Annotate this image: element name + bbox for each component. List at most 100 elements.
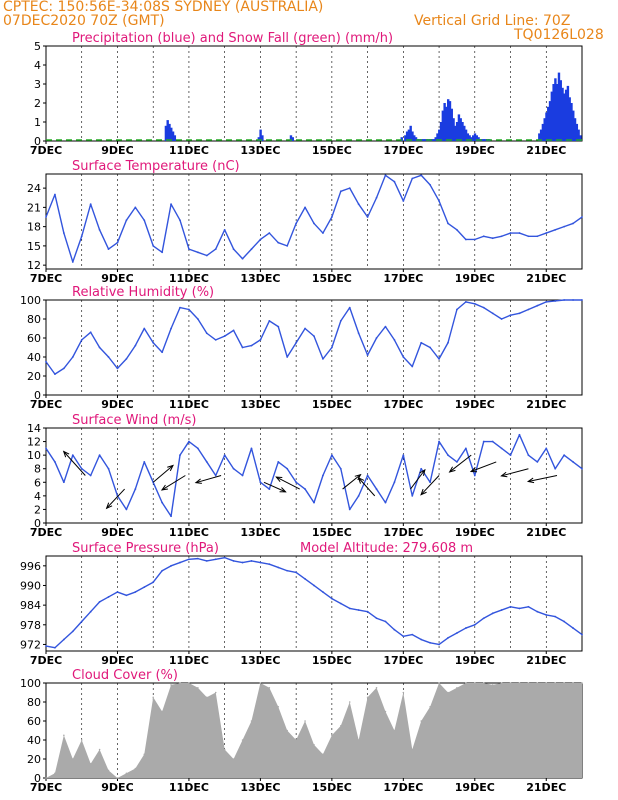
series-point xyxy=(563,454,566,457)
precip-bar xyxy=(463,125,466,141)
x-tick-label: 7DEC xyxy=(30,272,62,285)
x-tick-label: 7DEC xyxy=(30,144,62,157)
series-point xyxy=(250,447,253,450)
series-point xyxy=(313,222,315,225)
precip-bar xyxy=(555,84,559,141)
precip-bar xyxy=(568,97,571,141)
series-point xyxy=(196,318,199,320)
panel-6: 0 20 40 60 80 100 7DEC 9DEC 11DEC 13DEC 15DEC 17DEC… xyxy=(20,668,583,794)
cloud-point xyxy=(152,696,154,699)
series-point xyxy=(268,320,271,322)
precip-bar xyxy=(473,133,477,141)
x-tick-label: 11DEC xyxy=(169,272,209,285)
series-point xyxy=(62,367,65,370)
series-point xyxy=(572,627,574,629)
series-point xyxy=(223,335,226,337)
series-point xyxy=(134,206,137,209)
cloud-point xyxy=(295,739,297,741)
header: CPTEC: 150:56E-34:08S SYDNEY (AUSTRALIA)… xyxy=(0,0,618,46)
series-point xyxy=(286,356,289,358)
series-point xyxy=(393,180,396,183)
panel-title: Surface Wind (m/s) xyxy=(72,413,196,428)
cloud-point xyxy=(411,748,414,751)
cloud-point xyxy=(206,696,208,699)
x-tick-label: 17DEC xyxy=(383,781,423,794)
x-tick-label: 15DEC xyxy=(312,526,352,539)
cloud-point xyxy=(527,682,530,684)
x-tick-label: 9DEC xyxy=(101,272,133,285)
series-point xyxy=(420,174,423,177)
cloud-point xyxy=(170,684,172,686)
series-point xyxy=(277,241,280,244)
y-tick-label: 972 xyxy=(20,638,41,651)
series-point xyxy=(62,638,65,641)
precip-bar xyxy=(575,123,579,141)
wind-arrow-head xyxy=(160,484,168,491)
cloud-point xyxy=(259,682,262,684)
series-point xyxy=(80,620,83,623)
cloud-point xyxy=(286,729,289,732)
series-point xyxy=(527,308,530,311)
series-point xyxy=(500,235,503,238)
series-point xyxy=(581,467,583,470)
series-point xyxy=(572,299,574,301)
cloud-point xyxy=(357,739,360,741)
series-point xyxy=(563,620,566,623)
x-tick-label: 11DEC xyxy=(169,526,209,539)
cloud-point xyxy=(491,684,494,686)
cloud-point xyxy=(402,691,405,694)
cloud-point xyxy=(107,769,110,772)
series-point xyxy=(357,609,360,611)
wind-arrow-head xyxy=(279,487,287,493)
panel-title: Cloud Cover (%) xyxy=(72,668,178,683)
series-point xyxy=(134,591,137,593)
wind-arrow-head xyxy=(275,476,283,482)
series-point xyxy=(554,300,557,302)
precip-bar xyxy=(289,135,293,141)
series-point xyxy=(295,571,298,574)
cloud-point xyxy=(277,705,280,708)
precip-bar xyxy=(439,122,443,141)
series-point xyxy=(357,203,360,206)
precip-bar xyxy=(559,80,562,141)
series-point xyxy=(80,235,83,238)
series-point xyxy=(482,617,485,620)
series-point xyxy=(214,558,217,561)
y-tick-label: 60 xyxy=(27,715,41,728)
series-point xyxy=(179,561,181,564)
x-tick-label: 15DEC xyxy=(312,781,352,794)
series-point xyxy=(527,605,530,608)
precip-bar xyxy=(443,103,446,141)
cloud-point xyxy=(465,682,467,684)
series-point xyxy=(71,630,74,633)
x-tick-label: 13DEC xyxy=(240,781,280,794)
series-point xyxy=(161,501,164,504)
x-tick-label: 17DEC xyxy=(383,654,423,667)
series-point xyxy=(295,341,298,344)
x-tick-label: 9DEC xyxy=(101,398,133,411)
y-tick-label: 12 xyxy=(27,259,41,272)
cloud-point xyxy=(572,682,574,684)
wind-arrow-head xyxy=(469,467,478,473)
series-point xyxy=(98,228,101,231)
series-point xyxy=(71,454,74,457)
series-point xyxy=(509,454,512,457)
wind-arrow xyxy=(501,468,529,477)
x-tick-label: 11DEC xyxy=(169,781,209,794)
series-point xyxy=(518,433,521,436)
panel-frame xyxy=(45,555,583,652)
series-point xyxy=(45,216,47,218)
series-point xyxy=(259,561,262,564)
wind-arrow xyxy=(342,474,361,490)
precip-bar xyxy=(550,91,554,141)
series-point xyxy=(98,600,101,603)
precip-bar xyxy=(566,85,570,141)
series-point xyxy=(45,360,47,363)
cloud-point xyxy=(161,710,163,713)
x-tick-label: 21DEC xyxy=(526,781,566,794)
cloud-point xyxy=(179,682,181,684)
precip-bar xyxy=(438,129,441,141)
precip-bar xyxy=(257,137,261,141)
series-point xyxy=(518,607,521,610)
series-point xyxy=(54,646,56,649)
